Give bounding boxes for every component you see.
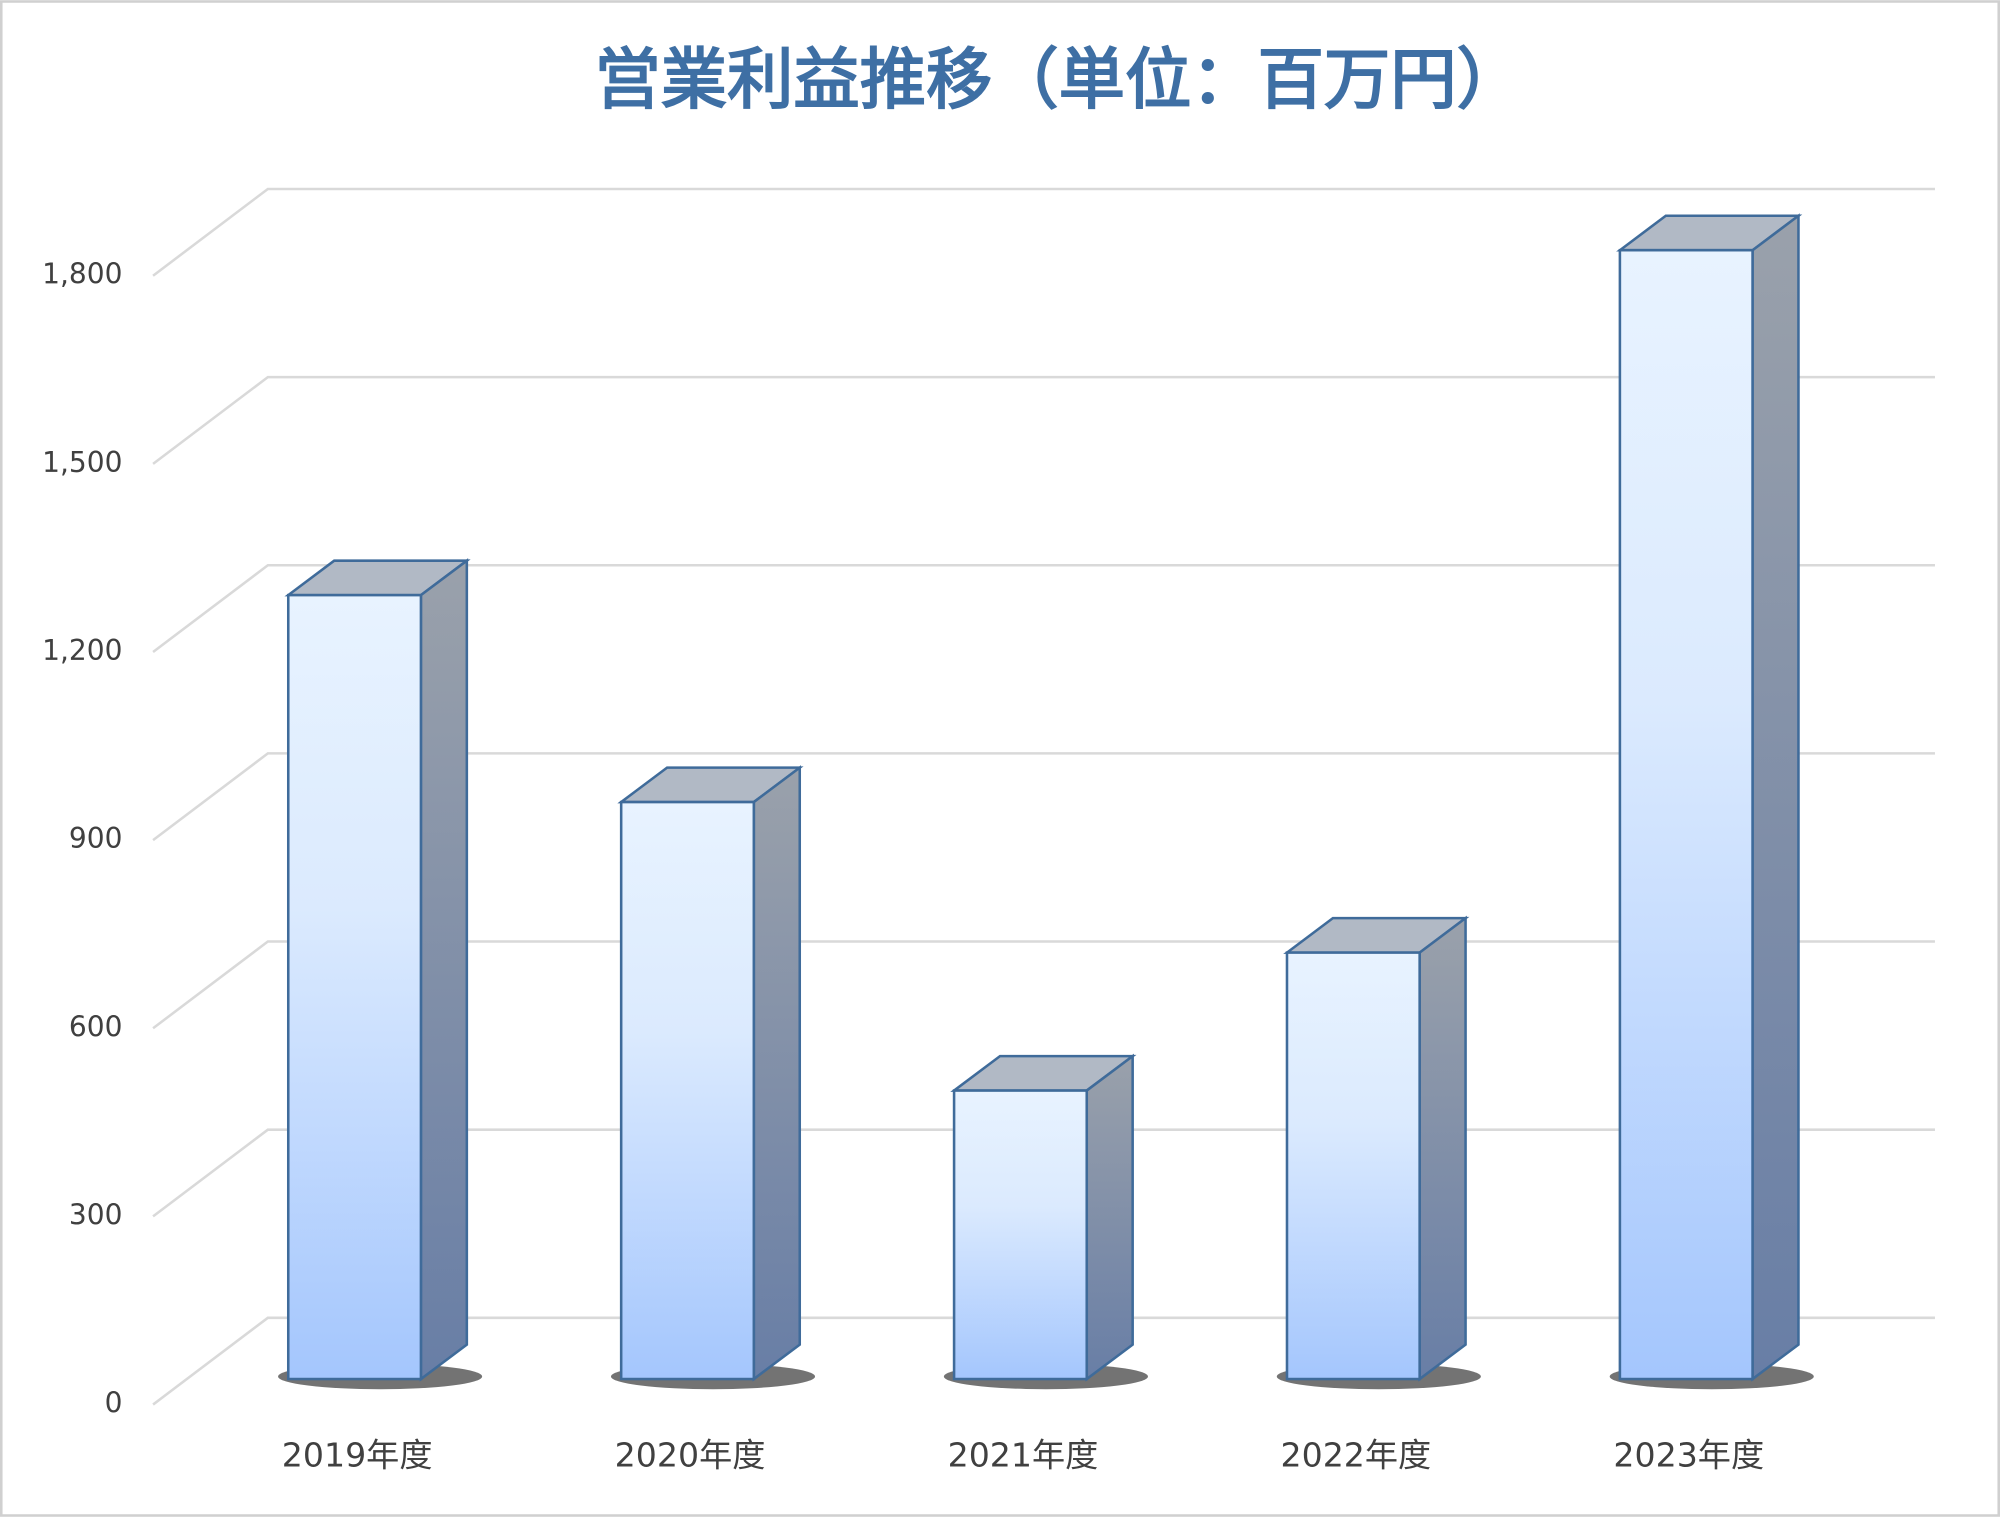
y-tick-label: 1,800 <box>42 258 122 291</box>
bar <box>952 1089 1089 1381</box>
bar <box>619 800 756 1381</box>
grid-line <box>152 752 1935 842</box>
bar-side <box>752 765 802 1382</box>
x-tick-label: 2023年度 <box>1613 1435 1764 1474</box>
x-tick-label: 2021年度 <box>948 1435 1099 1474</box>
bar-side <box>1751 213 1800 1382</box>
x-tick-label: 2020年度 <box>615 1435 766 1474</box>
grid: 0 300 600 900 1,200 1,500 1,800 <box>42 187 1935 1420</box>
y-tick-label: 600 <box>69 1010 123 1043</box>
bars: 2019年度 2020年度 2021年度 2022年度 2023年度 <box>278 213 1814 1474</box>
y-tick-label: 900 <box>69 822 123 855</box>
x-tick-label: 2022年度 <box>1281 1435 1432 1474</box>
chart-title: 営業利益推移（単位：百万円） <box>594 40 1522 118</box>
y-tick-label: 1,500 <box>42 446 122 479</box>
grid-line <box>152 187 1935 277</box>
y-tick-label: 300 <box>69 1198 123 1231</box>
bar-side <box>1418 915 1467 1382</box>
bar <box>1285 951 1421 1381</box>
y-tick-label: 1,200 <box>42 634 122 667</box>
bar <box>286 593 423 1381</box>
bar-side <box>1085 1053 1134 1382</box>
bar-side <box>419 558 469 1382</box>
grid-line <box>152 563 1935 654</box>
y-tick-label: 0 <box>105 1387 123 1420</box>
x-tick-label: 2019年度 <box>282 1435 433 1474</box>
grid-line <box>152 375 1935 465</box>
bar <box>1618 248 1754 1381</box>
